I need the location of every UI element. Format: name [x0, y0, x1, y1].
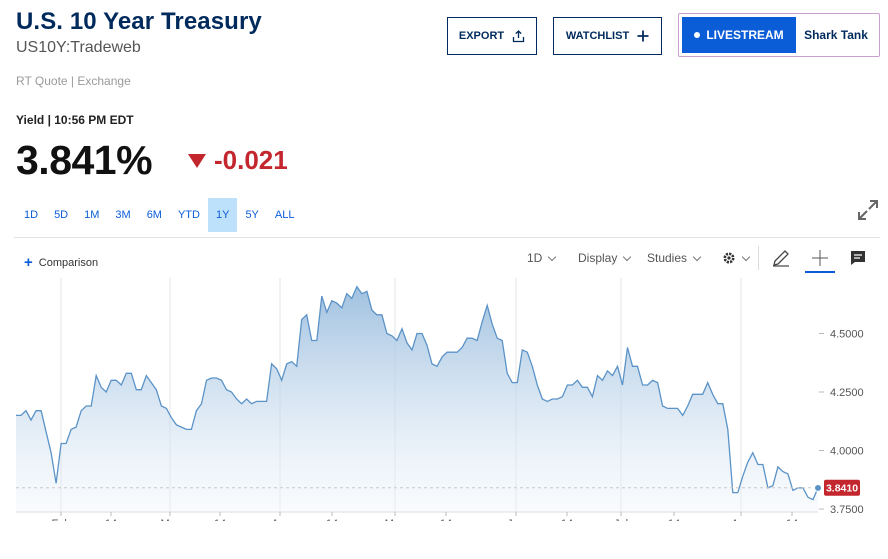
range-tab-1y[interactable]: 1Y: [207, 198, 238, 232]
chevron-down-icon: [741, 252, 751, 261]
interval-label: 1D: [527, 251, 543, 265]
last-value-badge-label: 3.8410: [826, 483, 858, 495]
range-tab-3m[interactable]: 3M: [115, 209, 131, 221]
comparison-label: Comparison: [38, 256, 99, 269]
chevron-down-icon: [692, 252, 702, 261]
chevron-down-icon: [623, 252, 632, 261]
share-icon: [512, 29, 525, 42]
x-tick-label: 14: [786, 518, 798, 521]
x-tick-label: Mar: [161, 518, 180, 521]
settings-dropdown[interactable]: [722, 251, 751, 265]
watchlist-button[interactable]: WATCHLIST: [553, 17, 662, 55]
symbol-label: US10Y:Tradeweb: [16, 39, 141, 56]
series-area: [16, 286, 818, 512]
plus-icon: [637, 30, 649, 42]
live-dot-icon: [694, 32, 701, 38]
range-tab-all[interactable]: ALL: [274, 209, 295, 221]
livestream-button[interactable]: LIVESTREAM: [682, 17, 796, 53]
last-point-marker: [814, 483, 822, 492]
down-triangle-icon: [188, 153, 206, 168]
chevron-down-icon: [548, 252, 557, 261]
x-tick-label: 14: [214, 518, 226, 521]
pencil-icon[interactable]: [770, 247, 792, 269]
x-tick-label: 14: [105, 518, 117, 521]
livestream-show-label: Shark Tank: [804, 28, 868, 42]
series-line: [16, 285, 819, 501]
display-label: Display: [578, 251, 618, 265]
range-tab-5y[interactable]: 5Y: [245, 209, 259, 221]
y-tick-label: 4.0000: [830, 446, 864, 458]
x-tick-label: 14: [440, 518, 452, 521]
x-tick-label: Feb: [52, 518, 71, 521]
x-tick-label: 14: [326, 518, 338, 521]
range-tab-1m[interactable]: 1M: [84, 209, 100, 221]
livestream-label: LIVESTREAM: [706, 28, 784, 42]
last-value-badge: [824, 479, 860, 496]
x-tick-label: 14: [668, 518, 680, 521]
crosshair-icon[interactable]: [809, 247, 831, 269]
x-tick-label: 14: [561, 518, 573, 521]
studies-label: Studies: [647, 251, 688, 265]
y-tick-label: 3.7500: [830, 504, 864, 516]
page-title: U.S. 10 Year Treasury: [16, 8, 262, 35]
x-tick-label: Aug: [731, 518, 751, 521]
x-tick-label: May: [385, 518, 406, 521]
crosshair-active-indicator: [805, 271, 835, 273]
range-tab-ytd[interactable]: YTD: [177, 209, 200, 221]
livestream-widget[interactable]: LIVESTREAM Shark Tank: [678, 13, 880, 57]
rt-quote-label: RT Quote | Exchange: [16, 74, 131, 88]
time-range-selector: 1D 5D 1M 3M 6M YTD 1Y 5Y ALL: [16, 198, 302, 232]
y-tick-label: 4.5000: [830, 329, 864, 341]
comparison-button[interactable]: + Comparison: [24, 254, 98, 271]
yield-change-value: -0.021: [214, 145, 288, 175]
yield-timestamp: Yield | 10:56 PM EDT: [16, 113, 134, 127]
display-dropdown[interactable]: Display: [578, 251, 632, 265]
y-tick-label: 4.2500: [830, 387, 864, 399]
export-label: EXPORT: [458, 30, 505, 42]
x-tick-label: Jul: [614, 518, 628, 521]
x-tick-label: Apr: [271, 518, 288, 521]
range-tab-5d[interactable]: 5D: [54, 209, 69, 221]
expand-icon[interactable]: [857, 199, 879, 221]
x-tick-label: Jun: [507, 518, 525, 521]
comment-icon[interactable]: [847, 247, 869, 269]
yield-price: 3.841%: [16, 137, 153, 183]
interval-dropdown[interactable]: 1D: [527, 251, 557, 265]
toolbar-divider: [14, 237, 880, 238]
yield-change: -0.021: [188, 145, 288, 176]
watchlist-label: WATCHLIST: [565, 30, 630, 42]
yield-chart[interactable]: 4.5000 4.2500 4.0000 3.7500 3.8410 Feb 14 Mar 14…: [14, 276, 880, 521]
studies-dropdown[interactable]: Studies: [647, 251, 702, 265]
range-tab-6m[interactable]: 6M: [146, 209, 162, 221]
export-button[interactable]: EXPORT: [447, 17, 537, 55]
gear-icon: [723, 252, 735, 264]
plus-icon: +: [24, 254, 33, 271]
range-tab-1d[interactable]: 1D: [24, 209, 39, 221]
toolbar-separator: [758, 246, 759, 270]
